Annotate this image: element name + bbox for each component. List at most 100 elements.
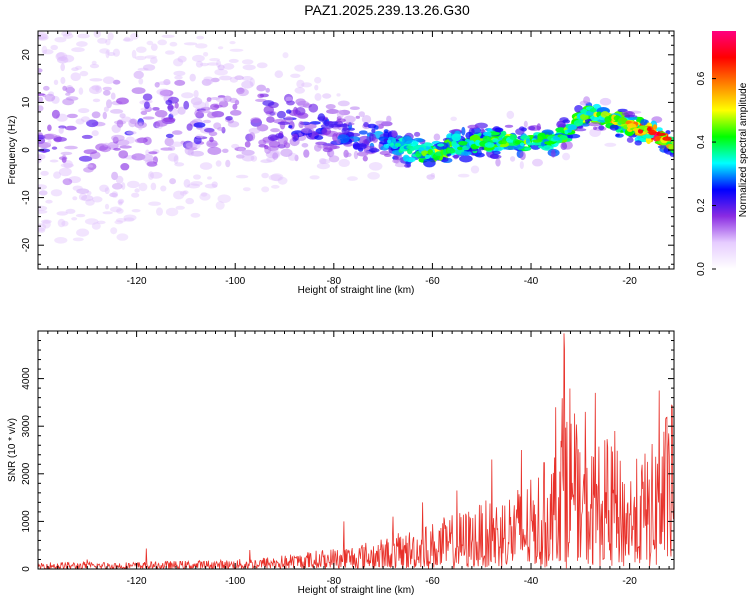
heatmap-cell [76, 188, 90, 194]
heatmap-cell [64, 125, 77, 131]
heatmap-ridge-cell [387, 139, 391, 144]
heatmap-cell [433, 133, 441, 141]
heatmap-cell [118, 201, 123, 206]
heatmap-cell [57, 56, 69, 64]
snr-panel: -120 -100 -80 -60 -40 -20 0 1000 2000 3000 4000 He… [7, 330, 675, 596]
heatmap-cell [336, 93, 341, 97]
heatmap-cell [58, 127, 64, 134]
heatmap-cell [148, 171, 154, 180]
heatmap-cell [196, 35, 204, 40]
spectrogram-xtick-label: -60 [425, 276, 440, 287]
heatmap-cell [325, 104, 336, 110]
heatmap-cell [501, 130, 507, 137]
heatmap-cell [278, 131, 284, 136]
heatmap-cell [38, 68, 43, 73]
heatmap-cell [213, 122, 222, 130]
heatmap-cell [270, 173, 284, 182]
heatmap-cell [167, 146, 176, 151]
heatmap-cell [346, 176, 358, 181]
heatmap-cell [185, 197, 194, 205]
heatmap-cell [358, 111, 365, 117]
heatmap-cell [95, 85, 100, 93]
heatmap-cell [78, 155, 93, 162]
heatmap-cell [81, 134, 93, 139]
heatmap-cell [204, 183, 218, 189]
heatmap-cell [86, 119, 99, 128]
heatmap-cell [369, 133, 374, 142]
heatmap-ridge-cell [559, 135, 568, 140]
spectrogram-frame [37, 30, 675, 270]
heatmap-cell [363, 122, 369, 128]
heatmap-cell [593, 126, 597, 131]
heatmap-cell [225, 116, 233, 121]
heatmap-cell [338, 159, 350, 167]
heatmap-cell [53, 171, 62, 179]
heatmap-cell [562, 152, 571, 161]
heatmap-cell [42, 49, 54, 55]
heatmap-ridge-cell [662, 136, 672, 141]
heatmap-cell [207, 62, 219, 66]
heatmap-ridge-cell [626, 123, 637, 129]
heatmap-ridge-cell [482, 135, 491, 143]
heatmap-cell [217, 46, 224, 50]
heatmap-cell [71, 67, 79, 72]
heatmap-cell [315, 141, 327, 145]
heatmap-cell [116, 208, 124, 214]
heatmap-cell [40, 170, 49, 176]
heatmap-cell [583, 96, 591, 105]
heatmap-cell [461, 151, 472, 156]
heatmap-cell [209, 136, 214, 143]
heatmap-cell [562, 119, 571, 124]
heatmap-cell [555, 127, 566, 133]
heatmap-cell [599, 97, 612, 106]
heatmap-cell [84, 218, 99, 225]
heatmap-cell [615, 133, 620, 137]
heatmap-cell [303, 149, 310, 158]
snr-xlabel: Height of straight line (km) [298, 585, 415, 596]
heatmap-cell [113, 147, 121, 151]
heatmap-cell [205, 79, 214, 85]
heatmap-ridge-cell [567, 124, 577, 130]
heatmap-cell [215, 201, 225, 210]
heatmap-cell [38, 223, 47, 232]
heatmap-cell [655, 127, 663, 132]
heatmap-cell [91, 111, 101, 119]
snr-xtick-label: -60 [425, 576, 440, 587]
heatmap-cell [144, 55, 157, 59]
heatmap-cell [165, 50, 175, 55]
heatmap-cell [192, 101, 207, 109]
heatmap-cell [235, 174, 249, 179]
heatmap-cell [249, 132, 256, 141]
heatmap-cell [276, 110, 286, 119]
heatmap-cell [120, 163, 130, 171]
heatmap-cell [61, 157, 67, 163]
heatmap-cell [626, 137, 634, 143]
heatmap-cell [167, 153, 179, 162]
heatmap-cell [38, 153, 46, 160]
heatmap-cell [229, 41, 236, 45]
heatmap-cell [76, 228, 90, 237]
heatmap-cell [256, 62, 268, 69]
heatmap-cell [402, 154, 410, 162]
heatmap-cell [461, 126, 466, 136]
heatmap-cell [242, 64, 256, 71]
colorbar-label: Normalized spectral amplitude [738, 82, 749, 217]
heatmap-cell [125, 136, 135, 144]
heatmap-cell [207, 176, 212, 180]
heatmap-ridge-cell [589, 108, 597, 113]
heatmap-cell [131, 49, 137, 59]
heatmap-ridge-cell [573, 119, 584, 127]
heatmap-cell [332, 136, 338, 140]
heatmap-cell [451, 133, 462, 142]
heatmap-cell [242, 187, 251, 192]
heatmap-cell [193, 122, 206, 128]
heatmap-cell [75, 65, 83, 70]
heatmap-cell [60, 76, 66, 85]
heatmap-cell [214, 68, 228, 76]
snr-ytick-label: 1000 [21, 510, 32, 533]
heatmap-cell [109, 192, 118, 198]
heatmap-cell [301, 127, 314, 134]
heatmap-ridge-cell [421, 150, 428, 155]
heatmap-cell [130, 33, 139, 40]
heatmap-cell [142, 154, 154, 162]
